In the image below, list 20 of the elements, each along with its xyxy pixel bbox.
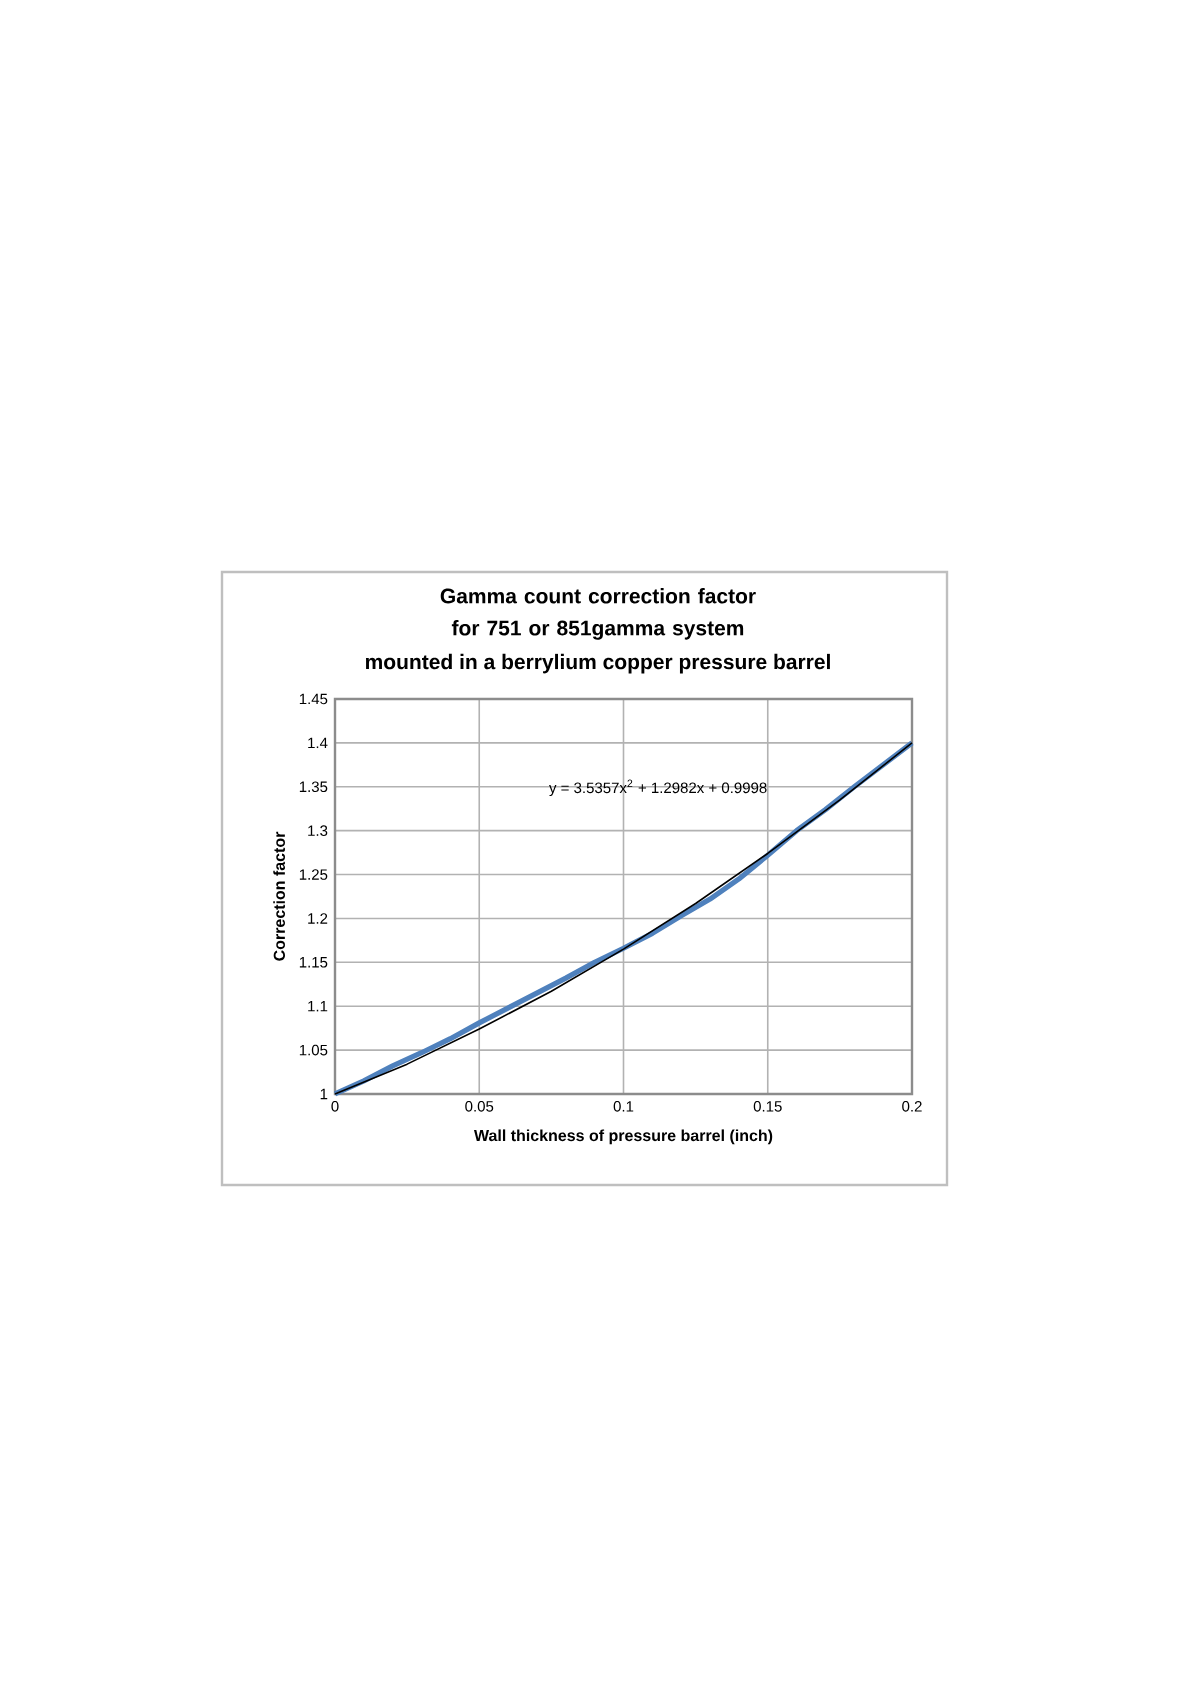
chart-title: Gamma count correction factor for 751 or 851gamma system [440,588,756,640]
y-tick-label: 1.35 [299,781,328,793]
y-tick-label: 1.05 [299,1044,328,1056]
x-tick-label: 0.15 [753,1101,782,1112]
x-tick-label: 0.05 [465,1101,494,1112]
x-tick-label: 0 [331,1101,339,1112]
y-tick-label: 1.4 [308,737,328,749]
x-tick-label: 0.1 [613,1101,634,1112]
y-tick-label: 1.15 [299,957,328,968]
y-tick-label: 1.3 [308,825,328,836]
annotation: y = 3.5357x$^{2}$ + 1.2982x + 0.9998 [549,779,767,797]
y-tick-label: 1.25 [299,869,328,880]
y-axis-title: Correction factor [273,831,286,961]
chart-subtitle: mounted in a berrylium copper pressure barrel [365,653,830,674]
x-axis-title: Wall thickness of pressure barrel (inch) [473,1129,773,1145]
y-tick-label: 1.45 [299,693,328,705]
y-tick-label: 1.2 [308,913,328,924]
x-tick-label: 0.2 [902,1101,922,1112]
y-tick-label: 1 [320,1088,328,1100]
y-tick-label: 1.1 [308,1001,328,1012]
